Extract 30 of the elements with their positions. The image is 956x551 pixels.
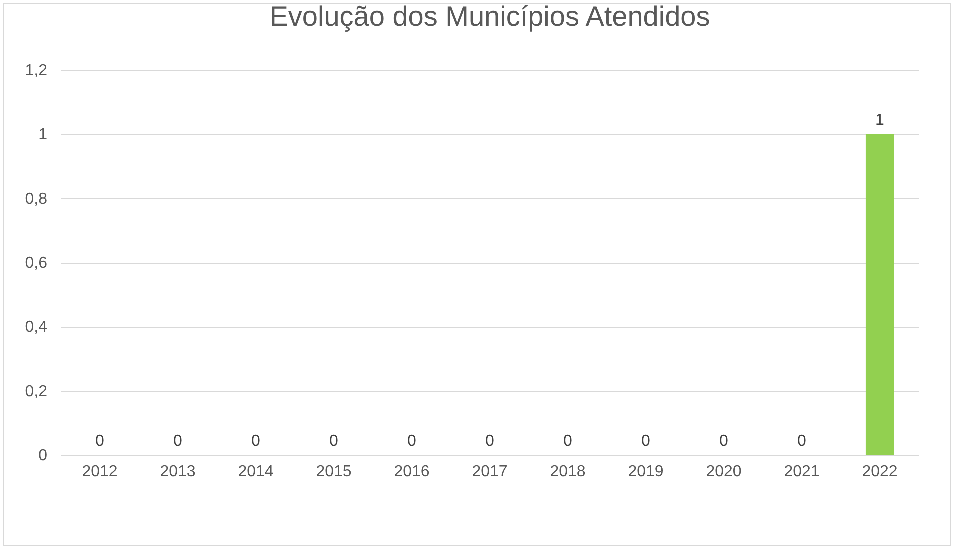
- x-tick-label: 2021: [784, 464, 820, 480]
- data-label: 0: [330, 433, 339, 450]
- data-label: 0: [798, 433, 807, 450]
- y-tick-label: 0,2: [25, 383, 48, 400]
- x-tick-label: 2015: [316, 464, 352, 480]
- y-tick-label: 0,6: [25, 255, 48, 272]
- data-label: 0: [174, 433, 183, 450]
- data-label: 0: [642, 433, 651, 450]
- x-tick-label: 2013: [160, 464, 196, 480]
- y-tick-label: 0,4: [25, 319, 48, 336]
- data-label: 0: [96, 433, 105, 450]
- chart-title: Evolução dos Municípios Atendidos: [270, 1, 710, 32]
- data-label: 0: [720, 433, 729, 450]
- x-tick-label: 2022: [862, 464, 898, 480]
- data-label: 0: [252, 433, 261, 450]
- data-label: 0: [408, 433, 417, 450]
- x-tick-label: 2019: [628, 464, 664, 480]
- x-tick-label: 2018: [550, 464, 586, 480]
- data-label: 0: [486, 433, 495, 450]
- data-label: 0: [564, 433, 573, 450]
- y-tick-label: 0,8: [25, 190, 48, 208]
- x-tick-label: 2017: [472, 464, 508, 480]
- y-tick-label: 1: [38, 126, 48, 144]
- y-tick-label: 1,2: [25, 62, 48, 80]
- x-tick-label: 2016: [394, 464, 430, 480]
- x-tick-label: 2012: [82, 464, 118, 480]
- x-tick-label: 2020: [706, 464, 742, 480]
- x-tick-label: 2014: [238, 464, 274, 480]
- y-tick-label: 0: [38, 448, 48, 464]
- data-label: 1: [876, 112, 885, 130]
